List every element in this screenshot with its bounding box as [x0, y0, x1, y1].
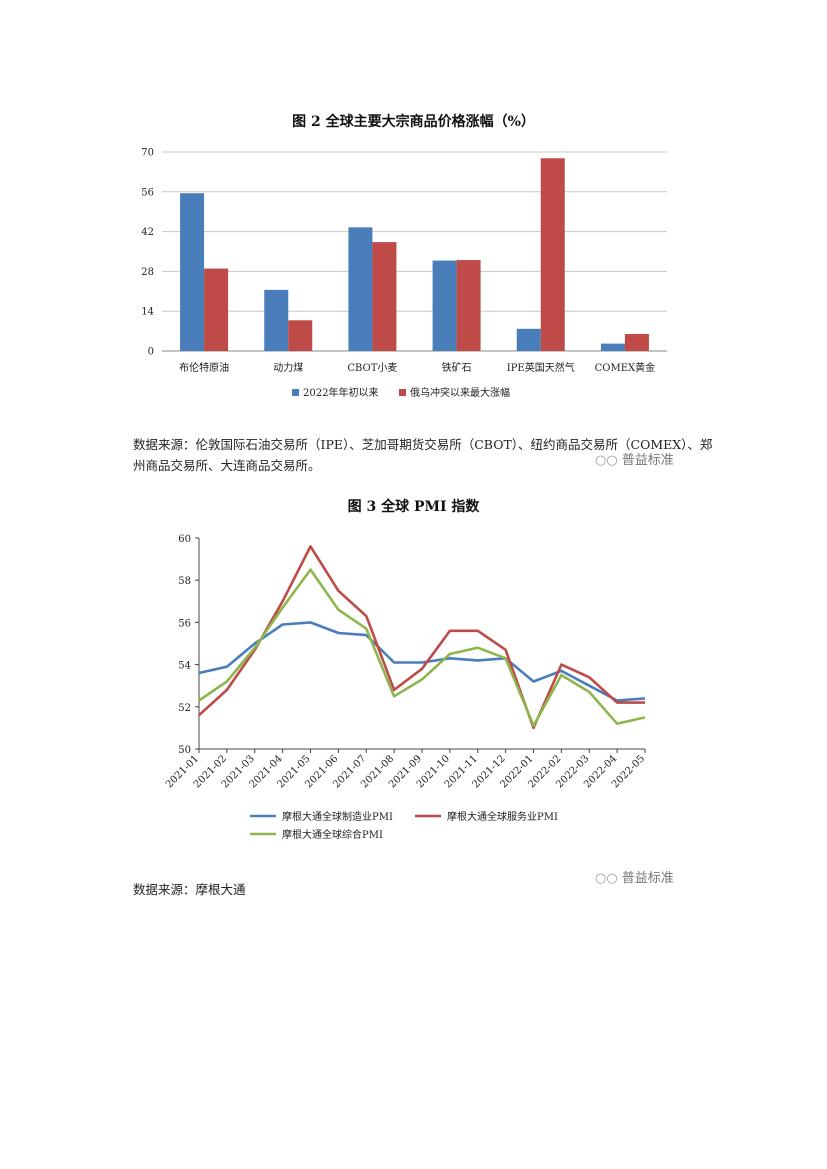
bar: [540, 158, 565, 351]
figure2-watermark: ○○ 普益标准: [595, 449, 674, 468]
bar: [516, 328, 541, 351]
bar: [348, 227, 373, 351]
y-tick-label: 28: [141, 267, 154, 278]
x-tick-label: IPE英国天然气: [507, 361, 575, 374]
x-tick-label: 铁矿石: [442, 361, 472, 374]
x-tick-label: 布伦特原油: [179, 361, 229, 374]
bar: [180, 193, 205, 351]
bar: [456, 260, 481, 351]
bar: [624, 333, 649, 351]
x-tick-label: 动力煤: [273, 361, 303, 374]
legend-swatch: [399, 389, 406, 396]
figure3-watermark-text: 普益标准: [621, 871, 674, 886]
figure3-source-note: 数据来源：摩根大通: [133, 882, 246, 897]
bar: [600, 343, 625, 351]
y-tick-label: 70: [141, 148, 154, 159]
legend-label: 俄乌冲突以来最大涨幅: [410, 386, 510, 399]
y-tick-label: 52: [178, 703, 191, 714]
y-tick-label: 56: [178, 618, 191, 629]
legend-label: 摩根大通全球制造业PMI: [282, 810, 393, 823]
figure2-watermark-text: 普益标准: [621, 453, 674, 468]
series-line: [198, 568, 646, 728]
y-tick-label: 14: [141, 307, 154, 318]
figure2-title: 图 2 全球主要大宗商品价格涨幅（%）: [292, 114, 535, 130]
y-tick-label: 56: [141, 187, 154, 198]
x-tick-label: COMEX黄金: [595, 361, 656, 374]
legend-swatch: [292, 389, 299, 396]
legend-label: 摩根大通全球服务业PMI: [447, 810, 558, 823]
figure2-bar-chart: 0 14 28 42 56 70 布伦特原油 动力煤 CBOT小麦 铁矿石 IPE英国天然气 COME…: [141, 148, 667, 399]
figure3-watermark: ○○ 普益标准: [595, 867, 674, 886]
figure3-line-chart: 5052545658602021-012021-022021-032021-04…: [164, 534, 647, 841]
wechat-icon: ○○: [595, 453, 618, 468]
figure3-title: 图 3 全球 PMI 指数: [347, 499, 480, 515]
bar: [372, 242, 397, 351]
legend-label: 2022年年初以来: [303, 386, 378, 399]
wechat-icon: ○○: [595, 871, 618, 886]
y-tick-label: 58: [178, 576, 191, 587]
bar: [432, 260, 457, 351]
y-tick-label: 0: [148, 347, 154, 358]
series-line: [198, 545, 645, 730]
figure2-source-note: 数据来源：伦敦国际石油交易所（IPE）、芝加哥期货交易所（CBOT）、纽约商品交…: [133, 437, 713, 473]
bar: [204, 268, 229, 351]
legend-label: 摩根大通全球综合PMI: [282, 828, 383, 841]
bar: [264, 289, 289, 351]
x-tick-label: CBOT小麦: [347, 362, 397, 374]
y-tick-label: 54: [178, 661, 191, 672]
bar: [288, 320, 313, 351]
y-tick-label: 42: [141, 227, 154, 238]
y-tick-label: 50: [178, 745, 191, 756]
y-tick-label: 60: [178, 534, 191, 545]
series-line: [198, 621, 646, 702]
